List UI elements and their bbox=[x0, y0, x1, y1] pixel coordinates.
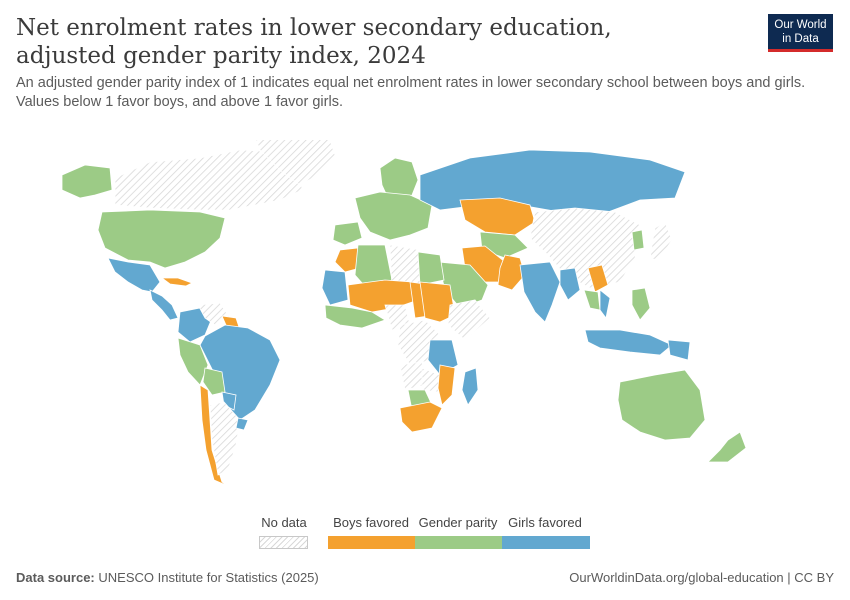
map-legend: No data Boys favored Gender parity Girls… bbox=[0, 515, 850, 555]
map-region-angola[interactable] bbox=[399, 361, 426, 391]
footer-credit[interactable]: OurWorldinData.org/global-education | CC… bbox=[569, 570, 834, 585]
map-region-morocco[interactable] bbox=[334, 247, 361, 273]
map-region-kazakhstan[interactable] bbox=[459, 197, 536, 236]
chart-subtitle: An adjusted gender parity index of 1 ind… bbox=[16, 75, 806, 110]
map-region-cuba[interactable] bbox=[160, 277, 194, 287]
map-region-myanmar[interactable] bbox=[559, 267, 581, 301]
map-region-mozambique[interactable] bbox=[437, 364, 456, 406]
map-region-mali-niger[interactable] bbox=[347, 279, 419, 313]
map-region-iberia[interactable] bbox=[332, 221, 363, 246]
map-region-mauritania[interactable] bbox=[321, 269, 349, 306]
logo-line-1: Our World bbox=[774, 19, 827, 31]
map-region-venezuela[interactable] bbox=[197, 302, 231, 326]
legend-label-girls: Girls favored bbox=[508, 515, 582, 530]
map-region-madagascar[interactable] bbox=[461, 367, 479, 406]
map-region-united-states[interactable] bbox=[97, 209, 226, 269]
chart-title: Net enrolment rates in lower secondary e… bbox=[16, 15, 612, 69]
owid-logo[interactable]: Our World in Data bbox=[768, 14, 833, 52]
map-region-mongolia-china[interactable] bbox=[529, 207, 641, 289]
legend-swatch-boys[interactable] bbox=[328, 536, 415, 549]
map-region-india[interactable] bbox=[519, 261, 561, 323]
map-region-australia[interactable] bbox=[617, 369, 706, 441]
world-map bbox=[61, 140, 747, 487]
map-region-russia[interactable] bbox=[419, 149, 686, 216]
map-region-ethiopia-somalia[interactable] bbox=[447, 299, 491, 341]
data-source: Data source: UNESCO Institute for Statis… bbox=[16, 570, 319, 585]
legend-label-boys: Boys favored bbox=[333, 515, 409, 530]
map-region-bolivia[interactable] bbox=[202, 367, 226, 396]
map-region-thailand[interactable] bbox=[583, 289, 601, 311]
data-source-text[interactable]: UNESCO Institute for Statistics (2025) bbox=[98, 570, 319, 585]
map-region-alaska[interactable] bbox=[61, 164, 113, 199]
map-region-uruguay[interactable] bbox=[235, 417, 249, 431]
map-region-zambia[interactable] bbox=[421, 367, 441, 393]
map-region-western-europe[interactable] bbox=[354, 191, 433, 241]
data-source-label: Data source: bbox=[16, 570, 95, 585]
legend-swatch-parity[interactable] bbox=[415, 536, 502, 549]
map-region-sudan[interactable] bbox=[419, 281, 456, 323]
map-region-egypt[interactable] bbox=[417, 251, 445, 286]
map-region-japan[interactable] bbox=[649, 221, 673, 261]
logo-line-2: in Data bbox=[782, 33, 819, 45]
map-region-papua-new-guinea[interactable] bbox=[667, 339, 691, 361]
map-regions bbox=[61, 140, 747, 487]
map-region-south-africa[interactable] bbox=[399, 401, 443, 433]
map-region-laos[interactable] bbox=[587, 264, 609, 293]
map-region-pakistan[interactable] bbox=[497, 254, 526, 291]
map-region-indonesia[interactable] bbox=[584, 329, 673, 356]
map-region-central-america[interactable] bbox=[149, 289, 179, 321]
legend-label-no-data: No data bbox=[261, 515, 307, 530]
legend-swatch-no-data[interactable] bbox=[259, 536, 308, 549]
map-region-korea[interactable] bbox=[631, 229, 645, 251]
map-region-new-zealand[interactable] bbox=[707, 431, 747, 463]
map-region-philippines[interactable] bbox=[631, 287, 651, 321]
map-region-vietnam[interactable] bbox=[599, 289, 611, 319]
legend-label-parity: Gender parity bbox=[418, 515, 498, 530]
map-region-greenland[interactable] bbox=[255, 140, 336, 186]
map-region-argentina[interactable] bbox=[209, 401, 241, 476]
map-region-west-africa-coast[interactable] bbox=[324, 304, 386, 329]
legend-swatch-girls[interactable] bbox=[502, 536, 590, 549]
map-region-chile[interactable] bbox=[199, 384, 229, 487]
map-region-brazil[interactable] bbox=[199, 324, 281, 421]
map-region-canada[interactable] bbox=[114, 149, 303, 211]
